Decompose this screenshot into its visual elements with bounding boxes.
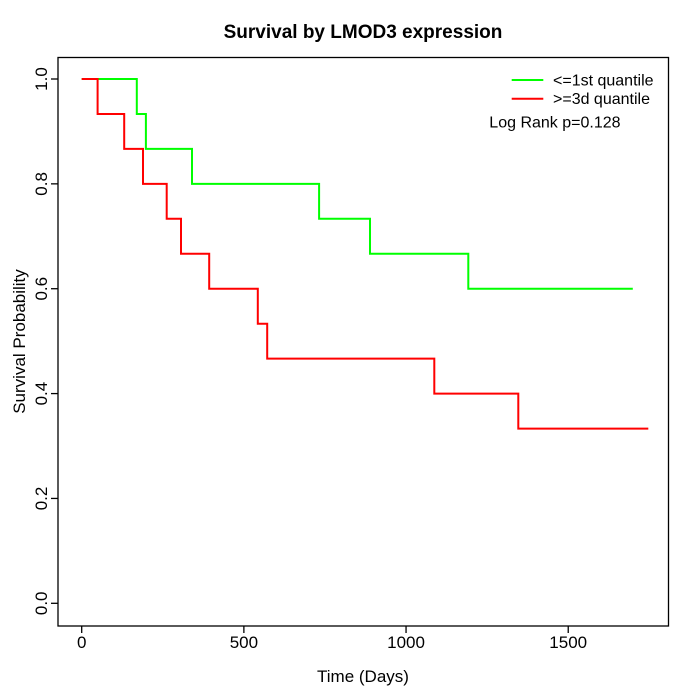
survival-curve-1st-quantile — [81, 78, 633, 290]
x-axis-label: Time (Days) — [317, 667, 409, 686]
x-tick-label: 1500 — [549, 633, 587, 652]
x-tick-label: 0 — [77, 633, 86, 652]
legend-label-1st-quantile: <=1st quantile — [553, 72, 654, 89]
y-tick-label: 0.8 — [32, 172, 51, 196]
axes-layer: 0 500 1000 1500 0.0 0.2 0.4 0.6 0.8 1.0 — [32, 67, 587, 652]
curves-layer — [81, 78, 649, 430]
y-tick-label: 0.0 — [32, 591, 51, 615]
survival-curve-3d-quantile — [81, 78, 649, 430]
legend: <=1st quantile >=3d quantile Log Rank p=… — [489, 72, 653, 131]
y-tick-label: 0.6 — [32, 277, 51, 301]
chart-title: Survival by LMOD3 expression — [224, 22, 503, 43]
x-tick-label: 500 — [230, 633, 258, 652]
x-tick-label: 1000 — [387, 633, 425, 652]
y-tick-label: 0.4 — [32, 382, 51, 406]
y-tick-label: 1.0 — [32, 67, 51, 91]
y-tick-label: 0.2 — [32, 487, 51, 511]
log-rank-pvalue: Log Rank p=0.128 — [489, 115, 620, 132]
y-axis-label: Survival Probability — [10, 269, 29, 414]
plot-box — [57, 56, 670, 627]
legend-label-3d-quantile: >=3d quantile — [553, 91, 650, 108]
